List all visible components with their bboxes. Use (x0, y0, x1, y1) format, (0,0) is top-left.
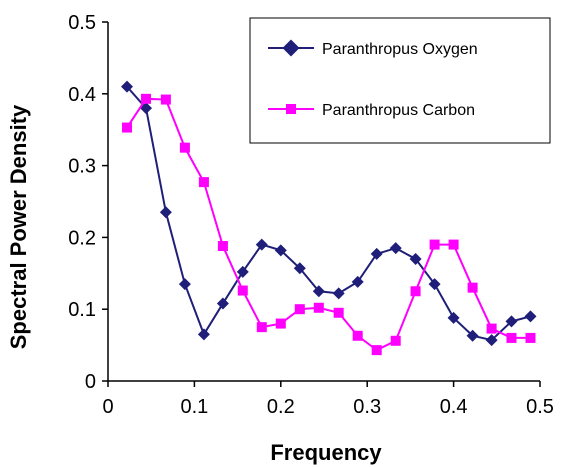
x-tick-label: 0.2 (267, 396, 295, 418)
carbon-point (160, 94, 171, 105)
carbon-point (467, 282, 478, 293)
oxygen-point (216, 297, 229, 310)
series-line-oxygen (126, 85, 531, 342)
carbon-point (506, 332, 517, 343)
y-tick-label: 0.5 (68, 12, 96, 34)
oxygen-point (409, 252, 422, 265)
x-tick-label: 0.1 (180, 396, 208, 418)
carbon-point (352, 330, 363, 341)
oxygen-point (428, 278, 441, 291)
oxygen-point (293, 262, 306, 275)
oxygen-point (332, 287, 345, 300)
x-axis-title: Frequency (270, 440, 382, 465)
carbon-point (486, 323, 497, 334)
series-line-carbon (126, 97, 531, 352)
oxygen-point (485, 334, 498, 347)
oxygen-point (159, 206, 172, 219)
oxygen-point (466, 329, 479, 342)
oxygen-point (351, 275, 364, 288)
carbon-point (313, 302, 324, 313)
legend-box (249, 17, 551, 144)
oxygen-point (505, 315, 518, 328)
oxygen-point (178, 278, 191, 291)
y-tick-label: 0.3 (68, 156, 96, 178)
carbon-point (294, 304, 305, 315)
legend: Paranthropus Oxygen Paranthropus Carbon (249, 17, 551, 144)
x-tick-label: 0.4 (440, 396, 468, 418)
plot-area (121, 80, 537, 356)
oxygen-point (236, 265, 249, 278)
carbon-point (275, 318, 286, 329)
oxygen-point (312, 285, 325, 298)
legend-carbon-marker (286, 104, 296, 114)
oxygen-point (121, 80, 134, 93)
oxygen-point (370, 247, 383, 260)
carbon-point (198, 177, 209, 188)
carbon-point (448, 239, 459, 250)
x-tick-label: 0 (102, 396, 113, 418)
oxygen-point (524, 310, 537, 323)
carbon-point (141, 93, 152, 104)
carbon-point (122, 122, 133, 133)
y-tick-label: 0.4 (68, 84, 96, 106)
y-tick-label: 0 (85, 371, 96, 393)
oxygen-point (447, 311, 460, 324)
y-tick-label: 0.1 (68, 299, 96, 321)
oxygen-point (197, 328, 210, 341)
carbon-point (525, 332, 536, 343)
carbon-point (429, 239, 440, 250)
x-tick-label: 0.3 (353, 396, 381, 418)
oxygen-point (389, 242, 402, 255)
x-tick-label: 0.5 (526, 396, 554, 418)
oxygen-point (255, 238, 268, 251)
y-axis-title: Spectral Power Density (6, 104, 31, 349)
carbon-point (333, 307, 344, 318)
legend-oxygen-label: Paranthropus Oxygen (322, 41, 478, 58)
legend-carbon-label: Paranthropus Carbon (322, 102, 475, 119)
carbon-point (256, 322, 267, 333)
carbon-point (390, 335, 401, 346)
axis-ticks: 0 0.1 0.2 0.3 0.4 0.5 0 0.1 0.2 0.3 0.4 0.5 (68, 12, 554, 418)
carbon-point (237, 285, 248, 296)
carbon-point (410, 286, 421, 297)
y-tick-label: 0.2 (68, 227, 96, 249)
carbon-point (179, 142, 190, 153)
carbon-point (371, 345, 382, 356)
carbon-point (217, 241, 228, 252)
oxygen-point (274, 244, 287, 257)
